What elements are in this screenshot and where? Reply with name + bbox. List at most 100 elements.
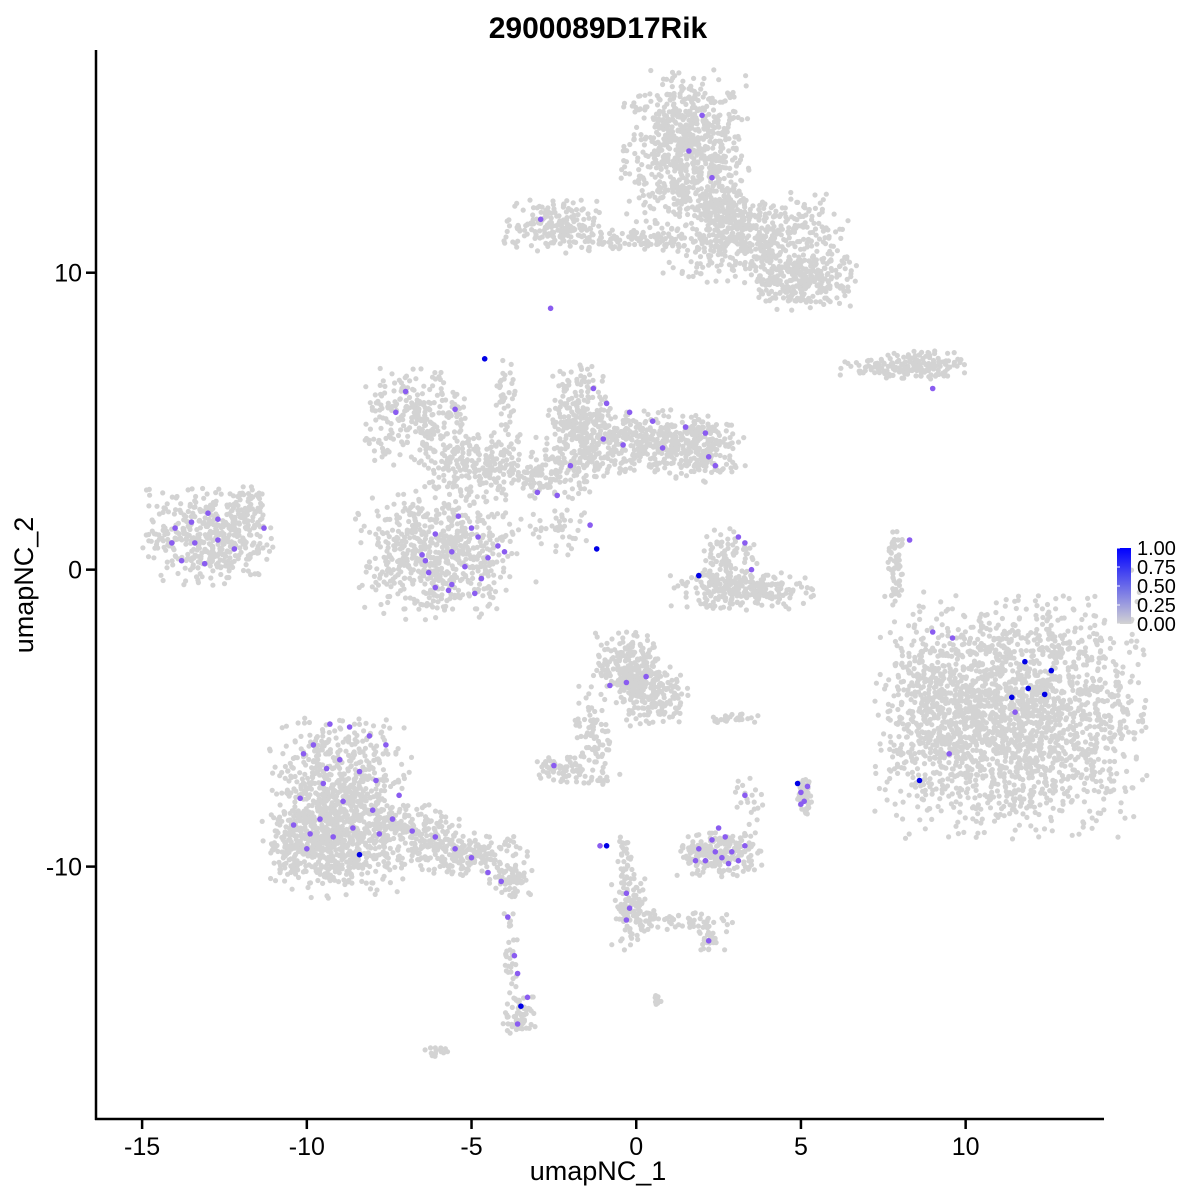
- cell-point: [605, 408, 611, 414]
- cell-point: [631, 467, 637, 473]
- cell-point: [210, 568, 216, 574]
- cell-point: [690, 273, 696, 279]
- cell-point: [608, 240, 614, 246]
- cell-point: [693, 412, 699, 419]
- cell-point: [742, 250, 748, 256]
- cell-point: [438, 565, 445, 572]
- cell-point: [569, 395, 575, 401]
- cell-point: [668, 603, 674, 609]
- cell-point: [195, 565, 201, 571]
- cell-point: [459, 473, 465, 479]
- cell-point: [575, 527, 581, 534]
- cell-point: [697, 165, 704, 171]
- cell-point: [191, 504, 197, 510]
- cell-point: [739, 226, 746, 232]
- cell-point: [803, 266, 809, 272]
- cell-point: [521, 227, 528, 233]
- cell-point: [255, 571, 261, 577]
- cell-point: [430, 604, 436, 610]
- cell-point: [507, 419, 513, 425]
- cell-point: [899, 375, 905, 381]
- cell-point: [487, 561, 493, 567]
- cell-point: [533, 579, 539, 585]
- cell-point: [814, 248, 820, 254]
- cell-point: [667, 146, 673, 152]
- cell-point: [545, 243, 551, 249]
- cell-point: [448, 456, 454, 462]
- cell-point: [590, 394, 596, 400]
- cell-point: [669, 422, 675, 428]
- cell-point: [782, 205, 788, 211]
- cell-point: [717, 139, 724, 145]
- cell-point: [552, 397, 558, 403]
- cell-point: [446, 503, 452, 510]
- cell-point: [384, 530, 390, 536]
- cell-point: [454, 438, 460, 444]
- cell-point: [785, 242, 792, 248]
- cell-point: [662, 465, 668, 471]
- cell-point: [748, 272, 755, 278]
- cell-point: [743, 73, 749, 79]
- cell-point: [585, 394, 591, 400]
- cell-point: [441, 477, 447, 484]
- cell-point: [398, 427, 404, 433]
- cell-point: [656, 111, 662, 117]
- cell-point: [804, 240, 810, 246]
- cell-point: [569, 495, 576, 502]
- cell-point: [683, 206, 690, 212]
- cell-point: [446, 467, 452, 473]
- cell-point: [678, 450, 685, 456]
- cell-point: [816, 211, 822, 218]
- cell-point: [458, 489, 464, 495]
- cell-point: [911, 348, 917, 354]
- cell-point: [504, 228, 510, 235]
- cell-point: [196, 545, 202, 551]
- cell-point: [460, 404, 467, 410]
- cell-point: [778, 211, 784, 217]
- cell-point: [586, 245, 592, 251]
- cell-point: [772, 213, 778, 219]
- cell-point: [702, 479, 708, 485]
- cell-point: [779, 226, 786, 232]
- cell-point: [620, 417, 626, 424]
- cell-point: [437, 404, 443, 410]
- cell-point: [534, 248, 541, 254]
- cell-point: [459, 524, 465, 530]
- cell-point: [209, 559, 215, 565]
- cell-point: [769, 248, 775, 254]
- cell-point: [501, 238, 507, 244]
- cell-point: [385, 419, 391, 425]
- cell-point: [788, 189, 794, 196]
- cell-point: [598, 396, 605, 403]
- cell-point: [248, 532, 254, 538]
- cell-point: [248, 572, 254, 578]
- cell-point: [683, 101, 689, 107]
- cell-point: [591, 215, 597, 221]
- cell-point: [775, 273, 781, 279]
- cell-point: [403, 539, 409, 545]
- cell-point: [581, 465, 587, 471]
- cell-point: [802, 575, 808, 581]
- cell-point: [812, 192, 818, 198]
- cell-point: [704, 240, 710, 246]
- cell-point: [560, 534, 566, 540]
- cell-point: [450, 389, 456, 395]
- cell-point: [685, 211, 691, 218]
- cell-point: [545, 209, 552, 215]
- cell-point: [481, 494, 487, 500]
- cell-point: [395, 492, 401, 498]
- cell-point: [731, 267, 737, 273]
- cell-point: [774, 241, 780, 247]
- cell-point: [204, 491, 210, 497]
- cell-point: [477, 512, 483, 518]
- cell-point: [823, 225, 829, 231]
- cell-point: [473, 468, 479, 474]
- cell-point: [698, 169, 704, 175]
- cell-point: [374, 566, 380, 572]
- cell-point: [571, 458, 578, 464]
- cell-point: [676, 244, 682, 250]
- cell-point: [837, 285, 844, 291]
- cell-point: [655, 147, 662, 153]
- cell-point: [685, 197, 691, 203]
- cell-point: [671, 209, 677, 215]
